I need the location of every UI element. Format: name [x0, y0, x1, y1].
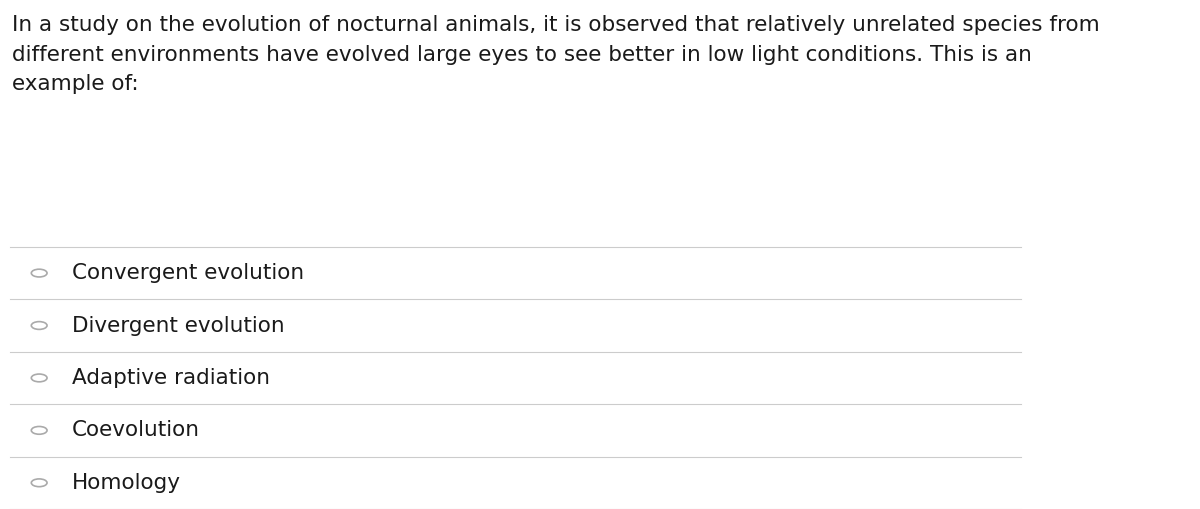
Text: In a study on the evolution of nocturnal animals, it is observed that relatively: In a study on the evolution of nocturnal… [12, 15, 1100, 95]
Text: Convergent evolution: Convergent evolution [72, 263, 305, 283]
Text: Coevolution: Coevolution [72, 420, 200, 440]
Text: Homology: Homology [72, 473, 181, 493]
Text: Divergent evolution: Divergent evolution [72, 316, 284, 335]
Text: Adaptive radiation: Adaptive radiation [72, 368, 270, 388]
